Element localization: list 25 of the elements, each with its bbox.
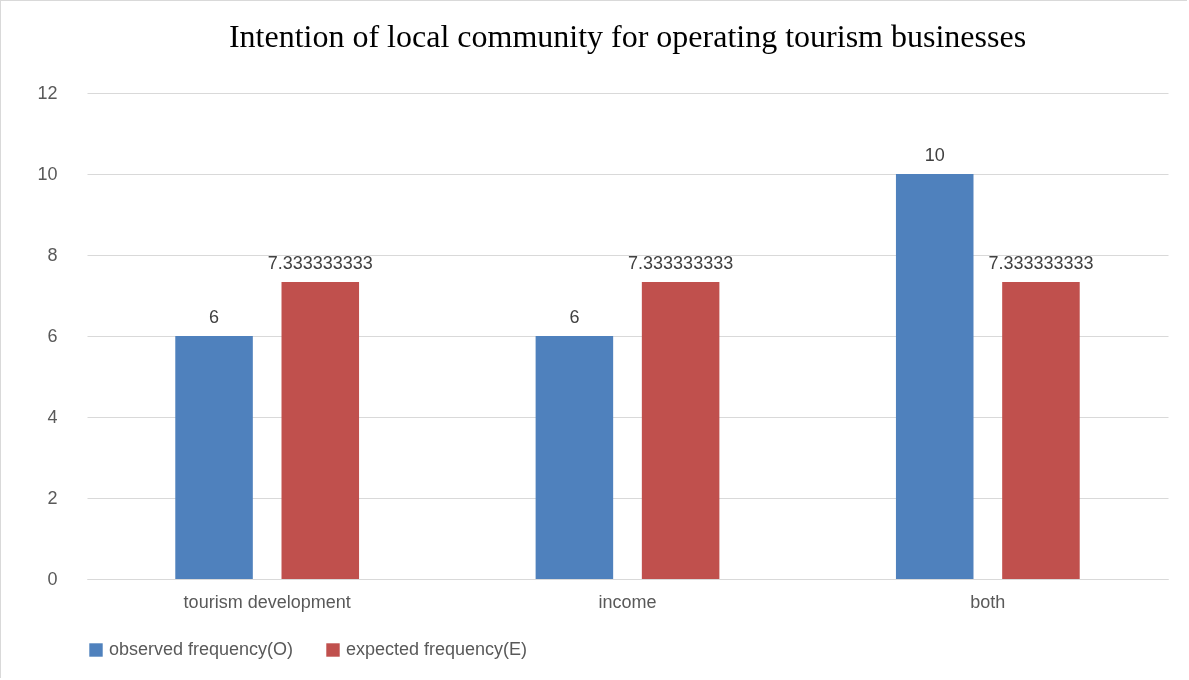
y-tick-label: 6 [47,325,58,346]
y-tick-label: 10 [37,163,58,184]
data-label: 10 [924,145,945,165]
bar [175,336,253,579]
bar [641,282,720,579]
legend-label: observed frequency(O) [109,639,294,659]
data-label: 6 [569,307,580,327]
data-label: 7.333333333 [628,253,734,273]
data-label: 7.333333333 [267,253,373,273]
data-label: 7.333333333 [988,253,1094,273]
bar [895,174,974,579]
bar [1002,282,1080,579]
x-tick-label: both [970,591,1006,612]
y-tick-label: 0 [47,568,58,589]
y-tick-label: 8 [47,244,58,265]
bar [281,282,360,579]
y-tick-label: 2 [47,487,58,508]
y-tick-label: 4 [47,406,58,427]
y-tick-label: 12 [37,82,58,103]
data-label: 6 [209,307,220,327]
legend-label: expected frequency(E) [346,639,528,659]
x-tick-label: income [598,591,657,612]
bar [535,336,614,579]
chart-title: Intention of local community for operating tourism businesses [228,18,1027,54]
x-tick-label: tourism development [183,591,351,612]
